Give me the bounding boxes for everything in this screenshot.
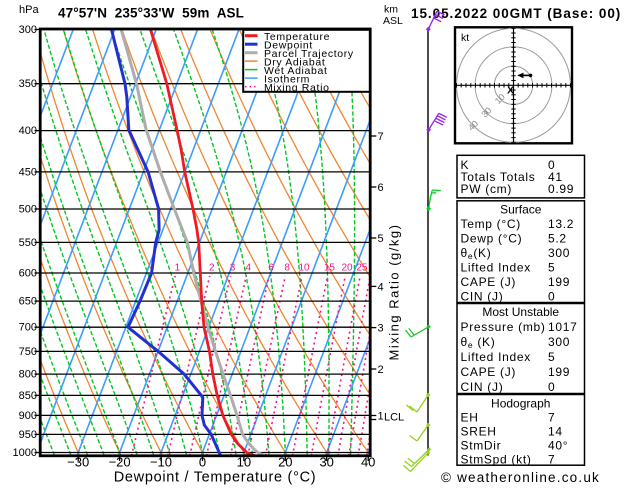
- svg-text:6: 6: [268, 263, 274, 274]
- svg-text:PW (cm): PW (cm): [461, 182, 513, 196]
- svg-text:0.99: 0.99: [548, 182, 574, 196]
- svg-text:5.2: 5.2: [548, 231, 567, 245]
- svg-text:700: 700: [19, 322, 37, 334]
- svg-text:CIN (J): CIN (J): [461, 380, 504, 394]
- svg-text:650: 650: [19, 296, 37, 308]
- svg-text:−30: −30: [67, 455, 89, 470]
- svg-text:Mixing Ratio (g/kg): Mixing Ratio (g/kg): [386, 224, 401, 361]
- svg-text:Dewp (°C): Dewp (°C): [461, 231, 523, 245]
- svg-text:25: 25: [356, 263, 368, 274]
- svg-text:© weatheronline.co.uk: © weatheronline.co.uk: [441, 470, 600, 485]
- svg-text:1000: 1000: [13, 447, 37, 459]
- svg-text:0: 0: [199, 455, 206, 470]
- svg-text:−20: −20: [109, 455, 131, 470]
- svg-text:0: 0: [548, 380, 555, 394]
- svg-text:30: 30: [319, 455, 333, 470]
- svg-text:6: 6: [378, 182, 384, 194]
- svg-text:40: 40: [361, 455, 375, 470]
- svg-text:0: 0: [548, 289, 555, 303]
- svg-text:hPa: hPa: [19, 4, 39, 16]
- svg-text:350: 350: [19, 78, 37, 90]
- svg-text:Lifted Index: Lifted Index: [461, 260, 531, 274]
- svg-text:800: 800: [19, 369, 37, 381]
- svg-text:StmSpd (kt): StmSpd (kt): [461, 453, 532, 467]
- svg-text:4: 4: [246, 263, 252, 274]
- svg-text:1: 1: [378, 411, 384, 423]
- svg-text:5: 5: [548, 260, 555, 274]
- svg-text:5: 5: [548, 350, 555, 364]
- svg-text:7: 7: [548, 453, 555, 467]
- svg-text:CAPE (J): CAPE (J): [461, 365, 517, 379]
- svg-text:850: 850: [19, 390, 37, 402]
- svg-text:Pressure (mb): Pressure (mb): [461, 320, 546, 334]
- svg-text:LCL: LCL: [384, 412, 404, 424]
- svg-text:Surface: Surface: [500, 202, 542, 216]
- svg-text:20: 20: [341, 263, 353, 274]
- svg-text:750: 750: [19, 346, 37, 358]
- svg-text:Lifted Index: Lifted Index: [461, 350, 531, 364]
- svg-text:−10: −10: [150, 455, 172, 470]
- svg-text:kt: kt: [461, 32, 469, 44]
- svg-text:X: X: [507, 85, 514, 96]
- svg-text:Hodograph: Hodograph: [491, 397, 550, 411]
- svg-text:CIN (J): CIN (J): [461, 289, 504, 303]
- svg-text:8: 8: [284, 263, 290, 274]
- svg-text:Dewpoint / Temperature (°C): Dewpoint / Temperature (°C): [114, 470, 317, 486]
- svg-text:600: 600: [19, 268, 37, 280]
- svg-text:θe (K): θe (K): [461, 335, 496, 350]
- svg-text:7: 7: [548, 411, 555, 425]
- svg-text:EH: EH: [461, 411, 479, 425]
- svg-text:500: 500: [19, 204, 37, 216]
- svg-text:Temp (°C): Temp (°C): [461, 217, 521, 231]
- svg-text:300: 300: [548, 335, 570, 349]
- svg-text:300: 300: [548, 246, 570, 260]
- svg-text:2: 2: [209, 263, 215, 274]
- svg-text:7: 7: [378, 131, 384, 143]
- svg-text:450: 450: [19, 166, 37, 178]
- svg-text:km: km: [384, 4, 398, 16]
- svg-text:199: 199: [548, 275, 570, 289]
- svg-text:10: 10: [237, 455, 251, 470]
- svg-text:15: 15: [324, 263, 336, 274]
- svg-text:550: 550: [19, 237, 37, 249]
- svg-text:3: 3: [230, 263, 236, 274]
- svg-text:Most Unstable: Most Unstable: [482, 305, 559, 319]
- svg-text:SREH: SREH: [461, 425, 497, 439]
- svg-text:3: 3: [378, 323, 384, 335]
- svg-text:13.2: 13.2: [548, 217, 574, 231]
- svg-text:400: 400: [19, 125, 37, 137]
- svg-text:θe(K): θe(K): [461, 246, 492, 261]
- svg-text:47°57'N 235°33'W 59m ASL: 47°57'N 235°33'W 59m ASL: [58, 6, 244, 21]
- svg-text:2: 2: [378, 364, 384, 376]
- svg-text:CAPE (J): CAPE (J): [461, 275, 517, 289]
- svg-text:1: 1: [175, 263, 181, 274]
- svg-text:14: 14: [548, 425, 563, 439]
- svg-text:300: 300: [19, 24, 37, 36]
- svg-text:40°: 40°: [548, 439, 568, 453]
- svg-text:199: 199: [548, 365, 570, 379]
- svg-text:950: 950: [19, 429, 37, 441]
- svg-text:4: 4: [378, 281, 384, 293]
- svg-text:20: 20: [278, 455, 292, 470]
- svg-text:5: 5: [378, 233, 384, 245]
- svg-text:ASL: ASL: [383, 15, 403, 27]
- svg-text:StmDir: StmDir: [461, 439, 502, 453]
- svg-text:Mixing Ratio: Mixing Ratio: [264, 82, 330, 94]
- svg-text:10: 10: [298, 263, 310, 274]
- svg-text:1017: 1017: [548, 320, 578, 334]
- svg-text:900: 900: [19, 410, 37, 422]
